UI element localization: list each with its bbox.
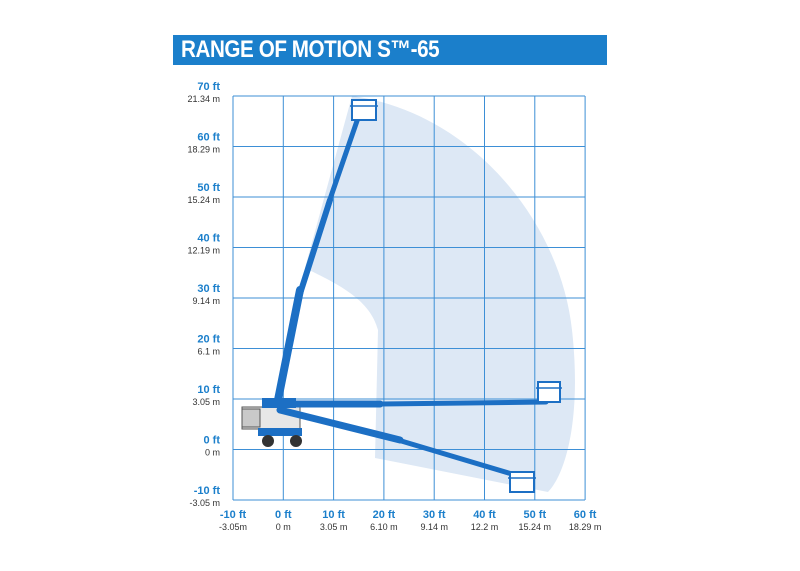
y-tick-ft-label: 40 ft [197,233,220,245]
boom-max-height [274,115,361,404]
y-tick-m-label: 3.05 m [192,397,220,407]
y-tick-ft-label: 0 ft [204,435,221,447]
chassis-frame [258,428,302,436]
title-banner: RANGE OF MOTION S™-65 [173,35,607,65]
x-tick-m-label: 9.14 m [420,522,448,532]
y-tick-m-label: 15.24 m [187,195,220,205]
counterweight [241,408,261,428]
x-tick-m-label: 18.29 m [569,522,602,532]
platform-basket [537,381,561,403]
platform-horizontal-reach [536,381,562,403]
x-tick-m-label: -3.05m [219,522,247,532]
x-tick-ft-label: 0 ft [275,509,292,521]
y-tick-m-label: 9.14 m [192,296,220,306]
front-wheel [262,435,274,447]
x-tick-m-label: 6.10 m [370,522,398,532]
x-tick-ft-label: -10 ft [220,509,247,521]
platform-max-height [350,99,378,121]
y-tick-m-label: 0 m [205,448,220,458]
boom-lower-section [274,286,304,404]
working-envelope [305,96,575,492]
y-tick-ft-label: 50 ft [197,182,220,194]
platform-basket [351,99,377,121]
x-axis-labels: -10 ft-3.05m 0 ft0 m 10 ft3.05 m 20 ft6.10 … [219,509,601,532]
y-tick-m-label: 21.34 m [187,94,220,104]
chart-title: RANGE OF MOTION S™-65 [181,36,440,63]
y-tick-ft-label: 30 ft [197,283,220,295]
boom-horizontal-upper [375,399,549,407]
y-tick-m-label: 12.19 m [187,246,220,256]
y-tick-ft-label: 60 ft [197,132,220,144]
boom-below-grade [276,406,515,477]
x-tick-ft-label: 20 ft [373,509,396,521]
y-tick-ft-label: 70 ft [197,81,220,93]
boom-horizontal-reach [266,399,549,408]
boom-mid-section [295,197,333,303]
y-tick-ft-label: 20 ft [197,334,220,346]
x-tick-ft-label: 30 ft [423,509,446,521]
x-tick-m-label: 15.24 m [519,522,552,532]
x-tick-ft-label: 10 ft [322,509,345,521]
x-tick-m-label: 3.05 m [320,522,348,532]
x-tick-m-label: 12.2 m [471,522,499,532]
y-tick-ft-label: -10 ft [194,485,221,497]
boom-below-lower [276,406,404,444]
x-tick-m-label: 0 m [276,522,291,532]
platform-basket [509,471,535,493]
y-tick-m-label: 6.1 m [197,347,220,357]
boom-upper-section [325,115,361,208]
y-tick-m-label: -3.05 m [189,498,220,508]
x-tick-ft-label: 60 ft [574,509,597,521]
platform-below-grade [508,471,536,493]
x-tick-ft-label: 40 ft [473,509,496,521]
y-tick-m-label: 18.29 m [187,145,220,155]
rear-wheel [290,435,302,447]
boom-below-upper [395,437,515,477]
x-tick-ft-label: 50 ft [523,509,546,521]
y-tick-ft-label: 10 ft [197,384,220,396]
